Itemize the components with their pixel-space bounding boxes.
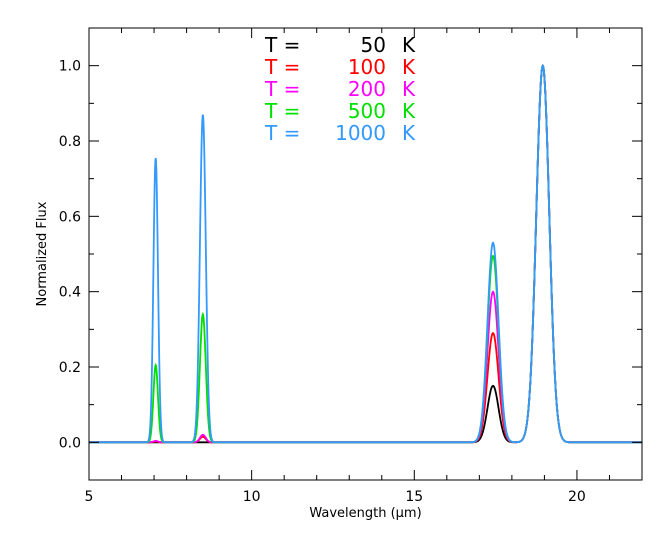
legend-prefix: T = <box>264 77 300 101</box>
legend-value: 200 <box>348 77 386 101</box>
legend-entry: T = 100 K <box>264 55 416 79</box>
x-tick-label: 5 <box>85 489 94 505</box>
legend-entry: T = 50 K <box>264 33 416 57</box>
legend-entry: T = 200 K <box>264 77 416 101</box>
y-tick-label: 1.0 <box>59 59 81 75</box>
legend-value: 100 <box>348 55 386 79</box>
x-axis-label: Wavelength (μm) <box>309 506 421 521</box>
x-tick-label: 15 <box>405 489 423 505</box>
y-tick-label: 0.6 <box>59 209 81 225</box>
legend-entry: T = 1000 K <box>264 121 416 145</box>
legend-prefix: T = <box>264 99 300 123</box>
series-lines <box>89 64 642 444</box>
y-axis-label: Normalized Flux <box>35 201 50 306</box>
legend-value: 1000 <box>335 121 386 145</box>
y-tick-label: 0.0 <box>59 435 81 451</box>
legend-value: 50 <box>361 33 386 57</box>
x-tick-label: 20 <box>568 489 586 505</box>
axis-ticks: 5 10 15 20 0.0 0.2 0.4 0.6 0.8 1.0 <box>59 27 643 505</box>
y-tick-label: 0.2 <box>59 360 81 376</box>
legend-entry: T = 500 K <box>264 99 416 123</box>
legend-unit: K <box>402 77 416 101</box>
y-tick-label: 0.8 <box>59 134 81 150</box>
y-tick-label: 0.4 <box>59 285 81 301</box>
x-tick-label: 10 <box>243 489 261 505</box>
legend-unit: K <box>402 121 416 145</box>
legend-value: 500 <box>348 99 386 123</box>
legend-unit: K <box>402 33 416 57</box>
legend-prefix: T = <box>264 33 300 57</box>
legend-unit: K <box>402 99 416 123</box>
legend-unit: K <box>402 55 416 79</box>
legend-prefix: T = <box>264 55 300 79</box>
series-line-1000k <box>89 64 642 444</box>
legend-prefix: T = <box>264 121 300 145</box>
legend: T = 50 K T = 100 K T = 200 K T = 500 K T = 1000 K <box>264 33 416 145</box>
